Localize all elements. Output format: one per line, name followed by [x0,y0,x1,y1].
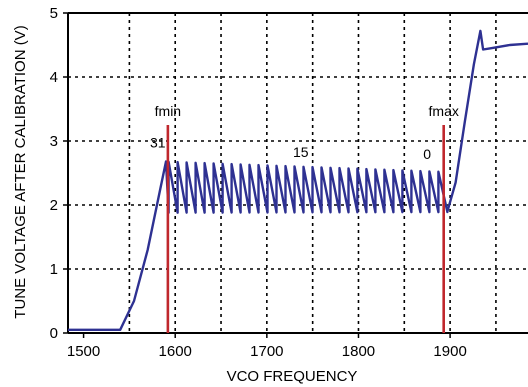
marker-label-fmax: fmax [429,103,459,119]
annotation-0: 0 [423,146,431,162]
series-line-0 [68,29,528,331]
annotation-15: 15 [293,144,309,160]
plot-frame [63,12,528,338]
y-axis-title: TUNE VOLTAGE AFTER CALIBRATION (V) [12,25,29,318]
x-tick-label-1600: 1600 [159,343,192,360]
x-tick-label-1500: 1500 [67,343,100,360]
x-axis-title: VCO FREQUENCY [227,368,358,385]
x-tick-label-1900: 1900 [433,343,466,360]
series-layer [68,29,528,331]
annotation-31: 31 [150,134,166,150]
x-tick-label-1800: 1800 [342,343,375,360]
label-layer: 1500 1600 1700 1800 1900 0 1 2 3 4 5 fmin fmax 31 15 0 [50,5,467,360]
y-tick-label-3: 3 [50,133,58,150]
marker-layer [166,125,445,333]
marker-label-fmin: fmin [155,103,181,119]
y-tick-label-5: 5 [50,5,58,22]
y-tick-label-1: 1 [50,261,58,278]
x-tick-label-1700: 1700 [250,343,283,360]
grid-lines [68,12,528,333]
y-tick-label-0: 0 [50,325,58,342]
y-tick-label-4: 4 [50,69,58,86]
y-tick-label-2: 2 [50,197,58,214]
